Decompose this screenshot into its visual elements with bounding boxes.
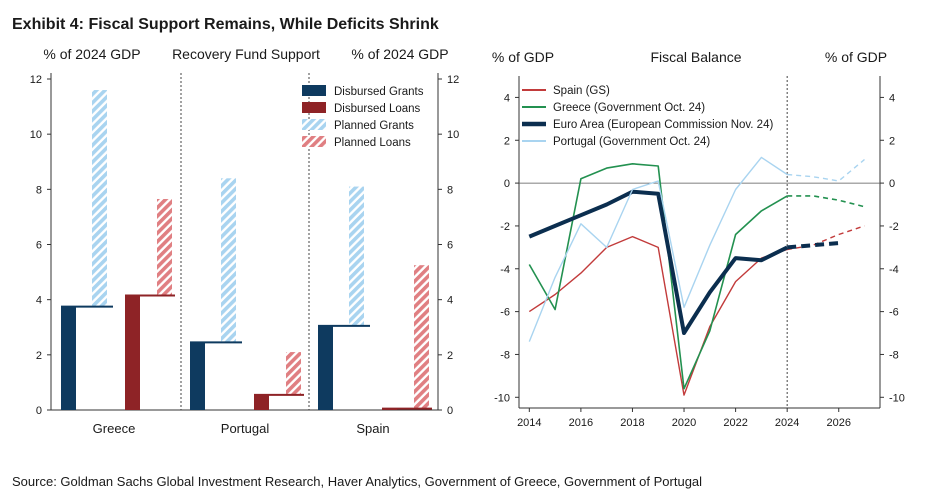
- line-series-forecast: [787, 241, 839, 250]
- line-series-forecast: [787, 225, 865, 251]
- line-y-tick-label-right: 0: [889, 178, 895, 190]
- bar-planned-loans: [157, 198, 172, 296]
- bar-legend-label: Disbursed Loans: [334, 103, 421, 115]
- line-legend-label: Euro Area (European Commission Nov. 24): [553, 119, 773, 131]
- bar-y-tick-label-right: 8: [447, 184, 453, 196]
- bar-planned-grants: [92, 90, 107, 307]
- bar-disbursed-grants: [61, 306, 76, 410]
- bar-y-tick-label-right: 2: [447, 350, 453, 362]
- line-y-tick-label-left: 0: [504, 178, 510, 190]
- line-y-axis-label-left: % of GDP: [492, 49, 554, 65]
- exhibit-title: Exhibit 4: Fiscal Support Remains, While…: [12, 16, 439, 33]
- bar-y-tick-label-left: 8: [36, 184, 42, 196]
- bar-disbursed-loans: [254, 394, 269, 410]
- line-series-actual: [528, 163, 788, 390]
- line-legend-label: Spain (GS): [553, 85, 610, 97]
- line-x-tick-label: 2018: [620, 417, 644, 429]
- bar-y-tick-label-left: 2: [36, 350, 42, 362]
- line-legend-label: Portugal (Government Oct. 24): [553, 136, 710, 148]
- line-y-tick-label-left: 2: [504, 135, 510, 147]
- line-series-actual: [528, 189, 789, 335]
- bar-y-tick-label-left: 10: [30, 129, 42, 141]
- bar-y-tick-label-right: 10: [447, 129, 459, 141]
- line-series-forecast: [787, 158, 865, 182]
- line-y-tick-label-left: -8: [500, 349, 510, 361]
- line-y-tick-label-right: -10: [889, 392, 905, 404]
- line-x-tick-label: 2026: [827, 417, 851, 429]
- line-y-tick-label-left: -4: [500, 264, 510, 276]
- line-y-tick-label-right: -4: [889, 264, 899, 276]
- line-y-tick-label-left: -6: [500, 307, 510, 319]
- line-x-tick-label: 2022: [723, 417, 747, 429]
- line-series-actual: [528, 235, 788, 396]
- line-x-tick-label: 2014: [517, 417, 541, 429]
- line-x-tick-label: 2016: [569, 417, 593, 429]
- bar-category-label: Spain: [356, 421, 389, 436]
- line-y-tick-label-right: -6: [889, 307, 899, 319]
- bar-planned-grants: [221, 178, 236, 343]
- bar-disbursed-loans: [125, 295, 140, 410]
- source-note: Source: Goldman Sachs Global Investment …: [12, 474, 703, 489]
- bar-y-tick-label-right: 12: [447, 74, 459, 86]
- bar-legend-label: Disbursed Grants: [334, 86, 424, 98]
- line-y-tick-label-left: 4: [504, 92, 510, 104]
- bar-y-tick-label-right: 0: [447, 405, 453, 417]
- bar-category-label: Portugal: [221, 421, 270, 436]
- line-series-actual: [528, 156, 788, 342]
- bar-category-label: Greece: [93, 421, 136, 436]
- bar-y-tick-label-left: 4: [36, 295, 42, 307]
- bar-disbursed-grants: [318, 325, 333, 410]
- line-series-forecast: [787, 195, 865, 208]
- bar-y-tick-label-left: 6: [36, 240, 42, 252]
- recovery-fund-bar-chart: % of 2024 GDP Recovery Fund Support % of 2…: [30, 46, 460, 436]
- line-chart-title: Fiscal Balance: [650, 49, 741, 65]
- line-y-tick-label-right: -8: [889, 349, 899, 361]
- bar-y-tick-label-left: 0: [36, 405, 42, 417]
- line-y-tick-label-right: 4: [889, 92, 895, 104]
- bar-disbursed-grants: [190, 342, 205, 410]
- line-y-tick-label-right: 2: [889, 135, 895, 147]
- line-y-tick-label-right: -2: [889, 221, 899, 233]
- bar-y-tick-label-right: 4: [447, 295, 453, 307]
- line-legend-label: Greece (Government Oct. 24): [553, 102, 705, 114]
- bar-legend-label: Planned Grants: [334, 120, 414, 132]
- bar-y-tick-label-right: 6: [447, 240, 453, 252]
- bar-planned-grants: [349, 186, 364, 326]
- bar-y-axis-label-right: % of 2024 GDP: [351, 46, 448, 62]
- fiscal-balance-line-chart: % of GDP Fiscal Balance % of GDP -10 -10 -8 -8…: [492, 49, 905, 429]
- bar-y-tick-label-left: 12: [30, 74, 42, 86]
- line-y-axis-label-right: % of GDP: [825, 49, 887, 65]
- bar-legend-swatch: [302, 136, 326, 147]
- bar-chart-title: Recovery Fund Support: [172, 46, 320, 62]
- bar-planned-loans: [286, 352, 301, 395]
- bar-legend-swatch: [302, 85, 326, 96]
- bar-y-axis-label-left: % of 2024 GDP: [43, 46, 140, 62]
- bar-planned-loans: [414, 265, 429, 409]
- bar-legend-label: Planned Loans: [334, 137, 411, 149]
- line-y-tick-label-left: -10: [494, 392, 510, 404]
- bar-legend-swatch: [302, 102, 326, 113]
- bar-legend-swatch: [302, 119, 326, 130]
- line-y-tick-label-left: -2: [500, 221, 510, 233]
- line-x-tick-label: 2024: [775, 417, 799, 429]
- line-x-tick-label: 2020: [672, 417, 696, 429]
